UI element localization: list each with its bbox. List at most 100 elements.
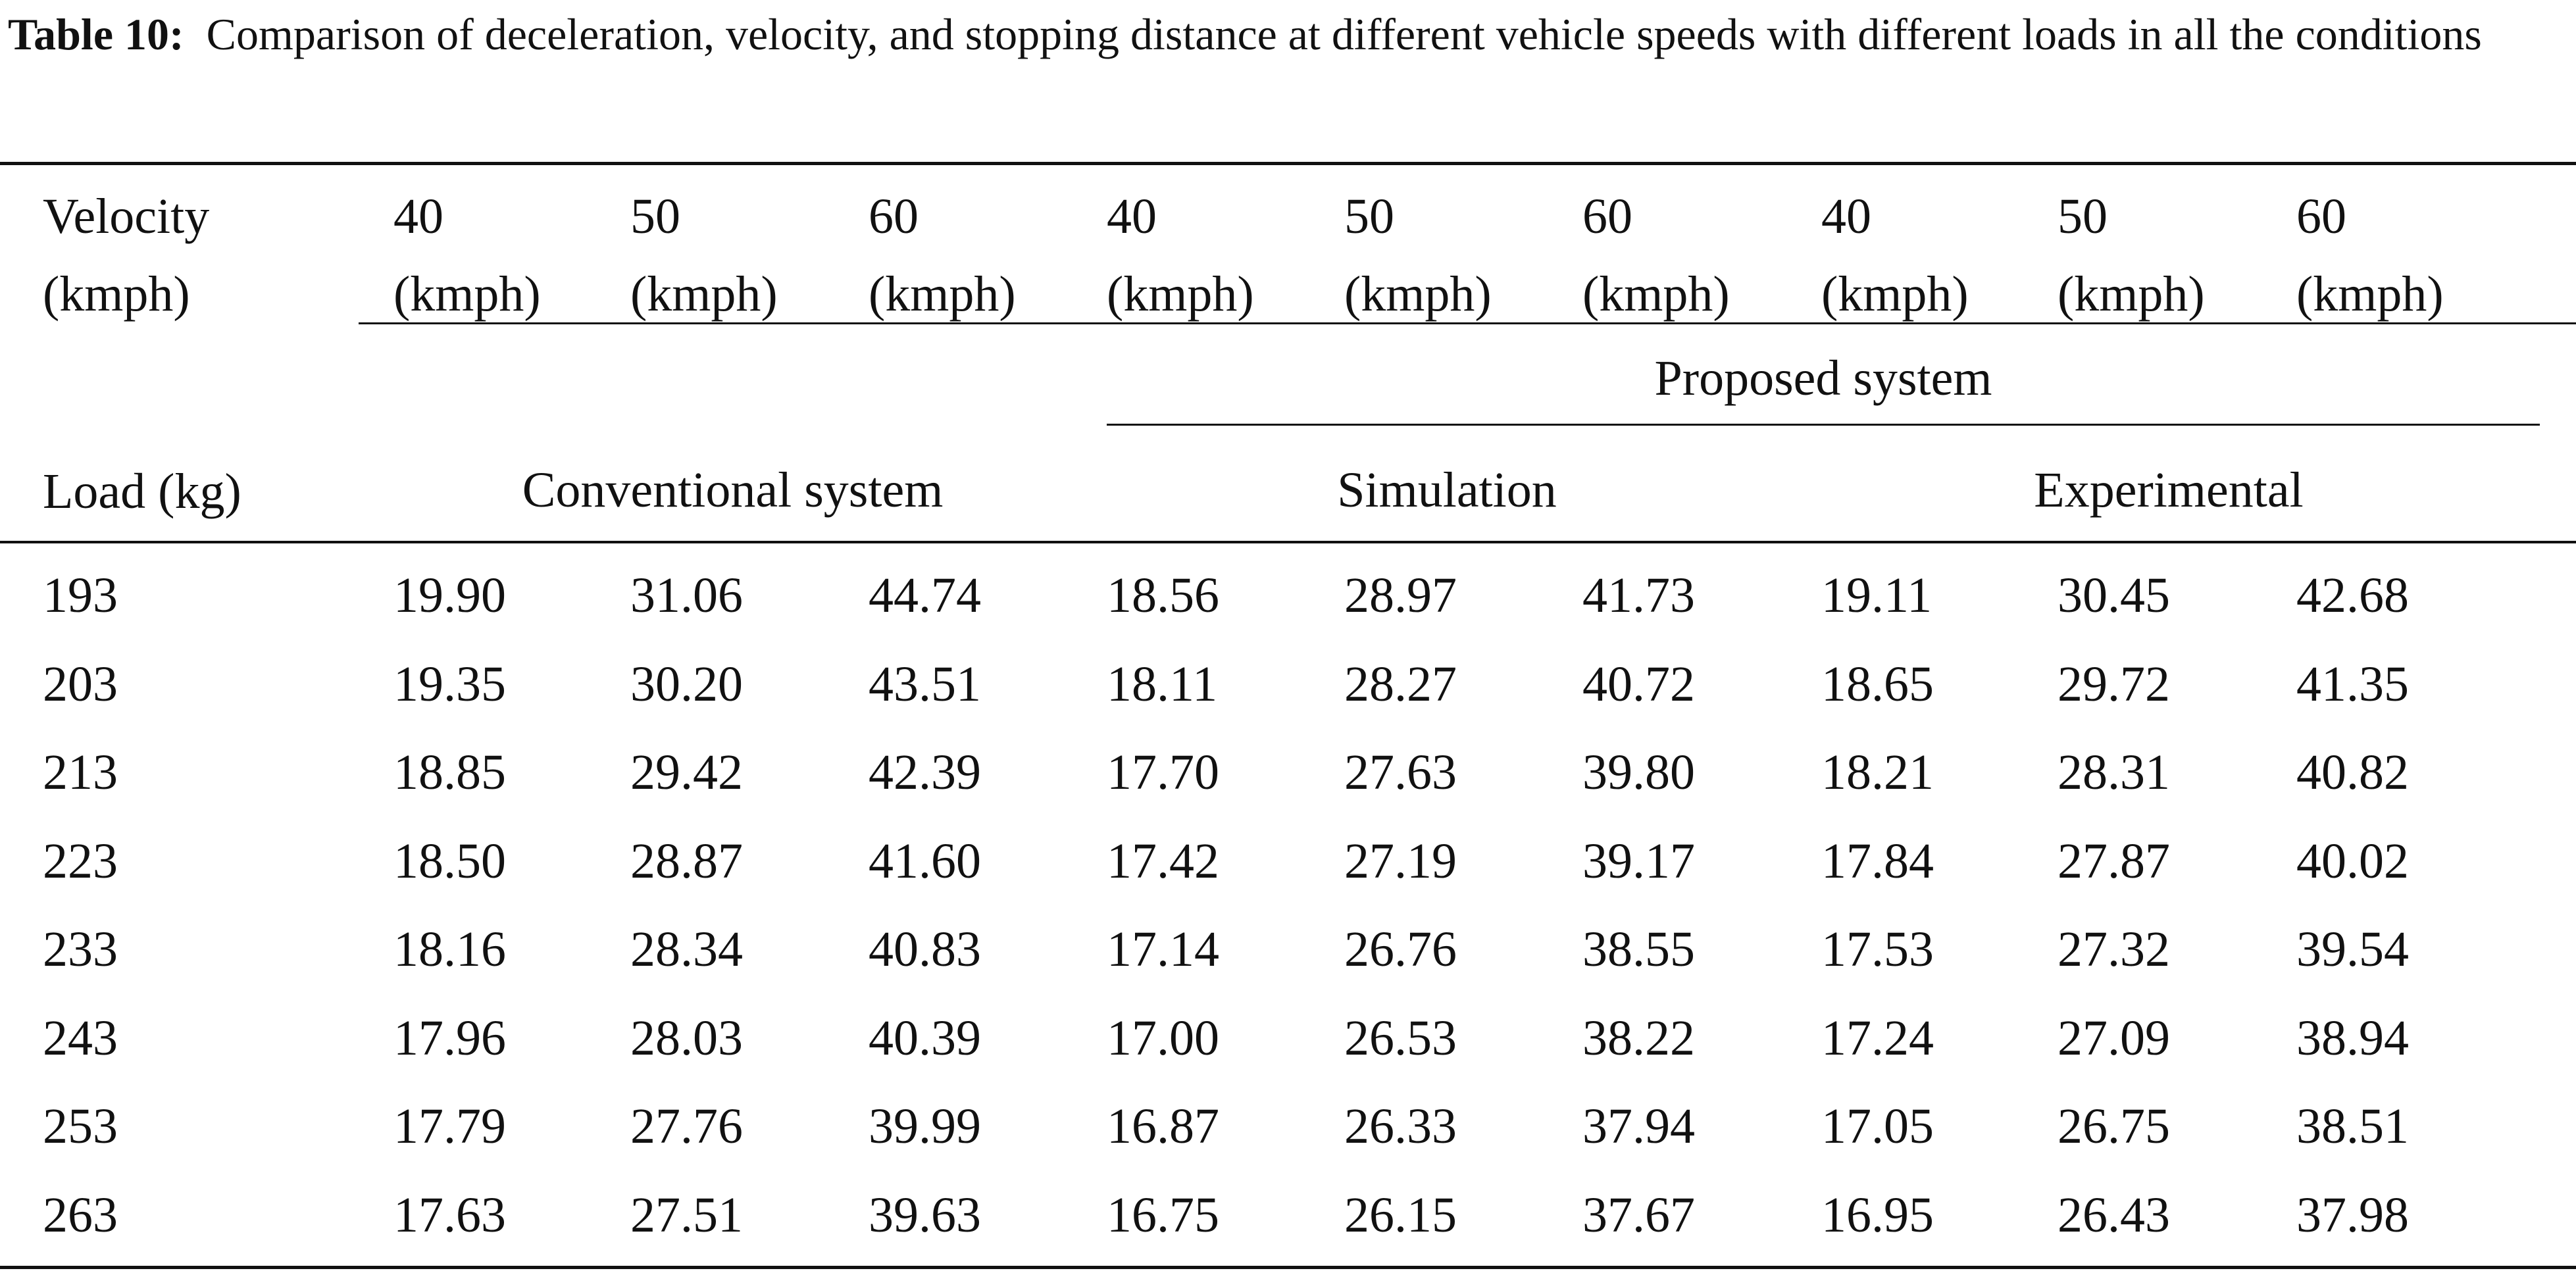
value-cell: 44.74 (869, 568, 981, 623)
value-cell: 31.06 (630, 568, 743, 623)
load-cell: 243 (43, 1010, 118, 1066)
value-cell: 29.42 (630, 745, 743, 800)
speed-underline (359, 322, 2576, 324)
value-cell: 19.35 (393, 656, 506, 712)
value-cell: 38.22 (1582, 1010, 1695, 1066)
value-cell: 16.87 (1107, 1099, 1219, 1154)
value-cell: 30.20 (630, 656, 743, 712)
value-cell: 42.39 (869, 745, 981, 800)
value-cell: 27.87 (2058, 833, 2170, 889)
value-cell: 29.72 (2058, 656, 2170, 712)
value-cell: 18.85 (393, 745, 506, 800)
value-cell: 17.42 (1107, 833, 1219, 889)
top-rule (0, 162, 2576, 165)
value-cell: 28.97 (1344, 568, 1457, 623)
value-cell: 40.82 (2296, 745, 2409, 800)
value-cell: 27.32 (2058, 922, 2170, 977)
value-cell: 41.73 (1582, 568, 1695, 623)
value-cell: 17.70 (1107, 745, 1219, 800)
value-cell: 39.54 (2296, 922, 2409, 977)
value-cell: 39.80 (1582, 745, 1695, 800)
load-cell: 203 (43, 656, 118, 712)
value-cell: 30.45 (2058, 568, 2170, 623)
value-cell: 40.02 (2296, 833, 2409, 889)
speed-header-7: 40 (kmph) (1821, 189, 1969, 322)
value-cell: 19.90 (393, 568, 506, 623)
value-cell: 40.72 (1582, 656, 1695, 712)
proposed-system-label: Proposed system (1654, 351, 1992, 406)
value-cell: 16.95 (1821, 1187, 1934, 1243)
value-cell: 28.27 (1344, 656, 1457, 712)
value-cell: 27.76 (630, 1099, 743, 1154)
value-cell: 17.14 (1107, 922, 1219, 977)
conventional-system-label: Conventional system (522, 463, 944, 518)
value-cell: 28.87 (630, 833, 743, 889)
value-cell: 28.31 (2058, 745, 2170, 800)
value-cell: 18.56 (1107, 568, 1219, 623)
value-cell: 18.50 (393, 833, 506, 889)
value-cell: 39.63 (869, 1187, 981, 1243)
value-cell: 38.51 (2296, 1099, 2409, 1154)
value-cell: 26.43 (2058, 1187, 2170, 1243)
value-cell: 39.99 (869, 1099, 981, 1154)
load-cell: 213 (43, 745, 118, 800)
value-cell: 17.79 (393, 1099, 506, 1154)
value-cell: 18.21 (1821, 745, 1934, 800)
speed-header-1: 40 (kmph) (393, 189, 541, 322)
value-cell: 37.98 (2296, 1187, 2409, 1243)
value-cell: 17.00 (1107, 1010, 1219, 1066)
value-cell: 38.94 (2296, 1010, 2409, 1066)
simulation-label: Simulation (1337, 463, 1557, 518)
value-cell: 37.94 (1582, 1099, 1695, 1154)
load-header: Load (kg) (43, 464, 241, 519)
value-cell: 28.34 (630, 922, 743, 977)
value-cell: 26.15 (1344, 1187, 1457, 1243)
load-cell: 193 (43, 568, 118, 623)
bottom-rule (0, 1266, 2576, 1269)
value-cell: 43.51 (869, 656, 981, 712)
value-cell: 18.11 (1107, 656, 1218, 712)
value-cell: 27.63 (1344, 745, 1457, 800)
proposed-underline (1107, 424, 2540, 426)
load-cell: 223 (43, 833, 118, 889)
value-cell: 17.63 (393, 1187, 506, 1243)
velocity-header: Velocity (kmph) (43, 189, 210, 322)
value-cell: 26.76 (1344, 922, 1457, 977)
value-cell: 17.05 (1821, 1099, 1934, 1154)
speed-header-4: 40 (kmph) (1107, 189, 1254, 322)
caption-text: Comparison of deceleration, velocity, an… (206, 9, 2482, 59)
value-cell: 26.75 (2058, 1099, 2170, 1154)
value-cell: 17.53 (1821, 922, 1934, 977)
value-cell: 37.67 (1582, 1187, 1695, 1243)
value-cell: 41.60 (869, 833, 981, 889)
load-cell: 233 (43, 922, 118, 977)
value-cell: 26.33 (1344, 1099, 1457, 1154)
value-cell: 40.39 (869, 1010, 981, 1066)
speed-header-9: 60 (kmph) (2296, 189, 2444, 322)
value-cell: 42.68 (2296, 568, 2409, 623)
experimental-label: Experimental (2034, 463, 2304, 518)
value-cell: 26.53 (1344, 1010, 1457, 1066)
value-cell: 17.84 (1821, 833, 1934, 889)
speed-header-2: 50 (kmph) (630, 189, 778, 322)
speed-header-5: 50 (kmph) (1344, 189, 1492, 322)
value-cell: 18.16 (393, 922, 506, 977)
load-cell: 263 (43, 1187, 118, 1243)
value-cell: 18.65 (1821, 656, 1934, 712)
value-cell: 41.35 (2296, 656, 2409, 712)
speed-header-8: 50 (kmph) (2058, 189, 2205, 322)
value-cell: 27.09 (2058, 1010, 2170, 1066)
value-cell: 40.83 (869, 922, 981, 977)
value-cell: 39.17 (1582, 833, 1695, 889)
value-cell: 17.24 (1821, 1010, 1934, 1066)
header-bottom-rule (0, 541, 2576, 543)
load-cell: 253 (43, 1099, 118, 1154)
value-cell: 38.55 (1582, 922, 1695, 977)
caption-label: Table 10: (8, 9, 184, 59)
value-cell: 28.03 (630, 1010, 743, 1066)
value-cell: 27.19 (1344, 833, 1457, 889)
speed-header-3: 60 (kmph) (869, 189, 1016, 322)
speed-header-6: 60 (kmph) (1582, 189, 1730, 322)
table-caption: Table 10: Comparison of deceleration, ve… (8, 4, 2567, 64)
